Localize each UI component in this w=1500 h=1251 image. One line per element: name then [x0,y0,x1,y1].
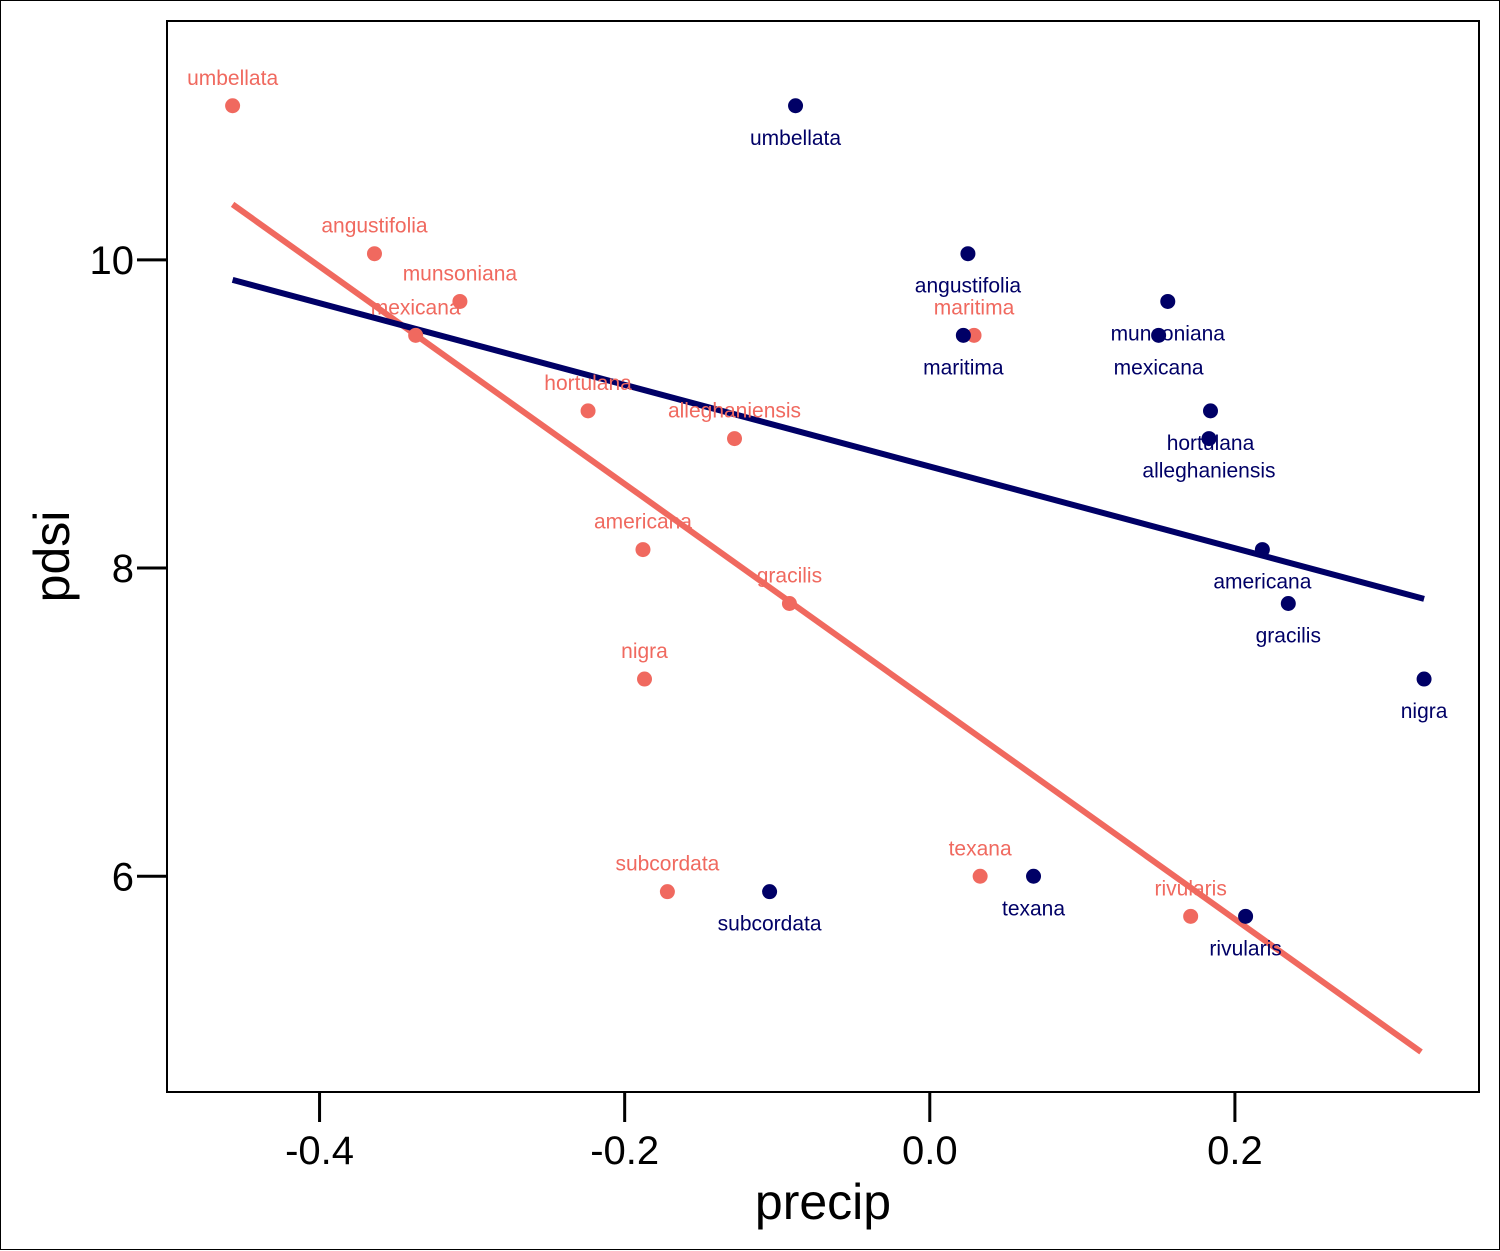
point-label-mexicana: mexicana [1114,356,1204,379]
point-label-rivularis: rivularis [1209,937,1281,960]
fit-line-series-1 [230,201,1423,1055]
point-label-hortulana: hortulana [1167,432,1255,455]
point-label-americana: americana [1213,571,1311,594]
data-point-munsoniana [452,293,468,309]
point-label-munsoniana: munsoniana [1111,322,1226,345]
data-point-nigra [637,671,653,687]
x-axis: -0.4 -0.2 0.0 0.2 [285,1092,1263,1173]
point-label-subcordata: subcordata [615,853,719,876]
x-tick-label: 0.0 [902,1129,958,1173]
data-point-rivularis [1238,908,1254,924]
y-tick-label: 10 [90,239,135,283]
point-label-subcordata: subcordata [718,913,822,936]
data-point-texana [1026,868,1042,884]
y-axis-title: pdsi [24,511,80,603]
x-axis-title: precip [755,1174,891,1230]
data-point-americana [635,542,651,558]
points-layer [225,98,1432,924]
point-label-munsoniana: munsoniana [403,262,518,285]
point-label-angustifolia: angustifolia [321,215,428,238]
plot-panel-border [166,20,1480,1093]
y-axis: 6 8 10 [90,239,167,899]
point-label-mexicana: mexicana [371,296,461,319]
data-point-subcordata [659,884,675,900]
data-point-angustifolia [366,246,382,262]
data-point-umbellata [225,98,241,114]
point-label-rivularis: rivularis [1154,877,1226,900]
point-label-angustifolia: angustifolia [915,275,1022,298]
point-label-alleghaniensis: alleghaniensis [1142,460,1275,483]
point-label-texana: texana [949,837,1012,860]
data-point-americana [1254,542,1270,558]
data-point-texana [972,868,988,884]
data-point-angustifolia [960,246,976,262]
data-point-gracilis [781,596,797,612]
point-label-maritima: maritima [923,356,1004,379]
data-point-munsoniana [1160,293,1176,309]
data-point-alleghaniensis [1201,431,1217,447]
data-point-maritima [955,327,971,343]
point-label-alleghaniensis: alleghaniensis [668,400,801,423]
data-point-maritima [966,327,982,343]
data-point-umbellata [788,98,804,114]
point-label-umbellata: umbellata [750,127,841,150]
point-label-americana: americana [594,511,692,534]
data-point-mexicana [1151,327,1167,343]
point-label-nigra: nigra [1401,700,1448,723]
point-label-gracilis: gracilis [1256,625,1321,648]
data-point-mexicana [408,327,424,343]
fit-lines [230,201,1425,1055]
point-label-maritima: maritima [934,296,1015,319]
point-label-gracilis: gracilis [757,565,822,588]
x-tick-label: -0.4 [285,1129,354,1173]
data-point-hortulana [1202,403,1218,419]
data-point-rivularis [1183,908,1199,924]
x-tick-label: -0.2 [590,1129,659,1173]
y-tick-label: 6 [112,855,134,899]
point-label-texana: texana [1002,897,1065,920]
x-tick-label: 0.2 [1207,1129,1263,1173]
point-label-nigra: nigra [621,640,668,663]
data-point-gracilis [1280,596,1296,612]
data-point-subcordata [762,884,778,900]
data-point-hortulana [580,403,596,419]
data-point-nigra [1416,671,1432,687]
point-label-hortulana: hortulana [544,372,632,395]
y-tick-label: 8 [112,547,134,591]
data-point-alleghaniensis [727,431,743,447]
point-labels-layer: umbellata angustifolia munsoniana mexicana h… [187,67,1448,961]
fit-line-series-2 [231,276,1425,602]
point-label-umbellata: umbellata [187,67,278,90]
